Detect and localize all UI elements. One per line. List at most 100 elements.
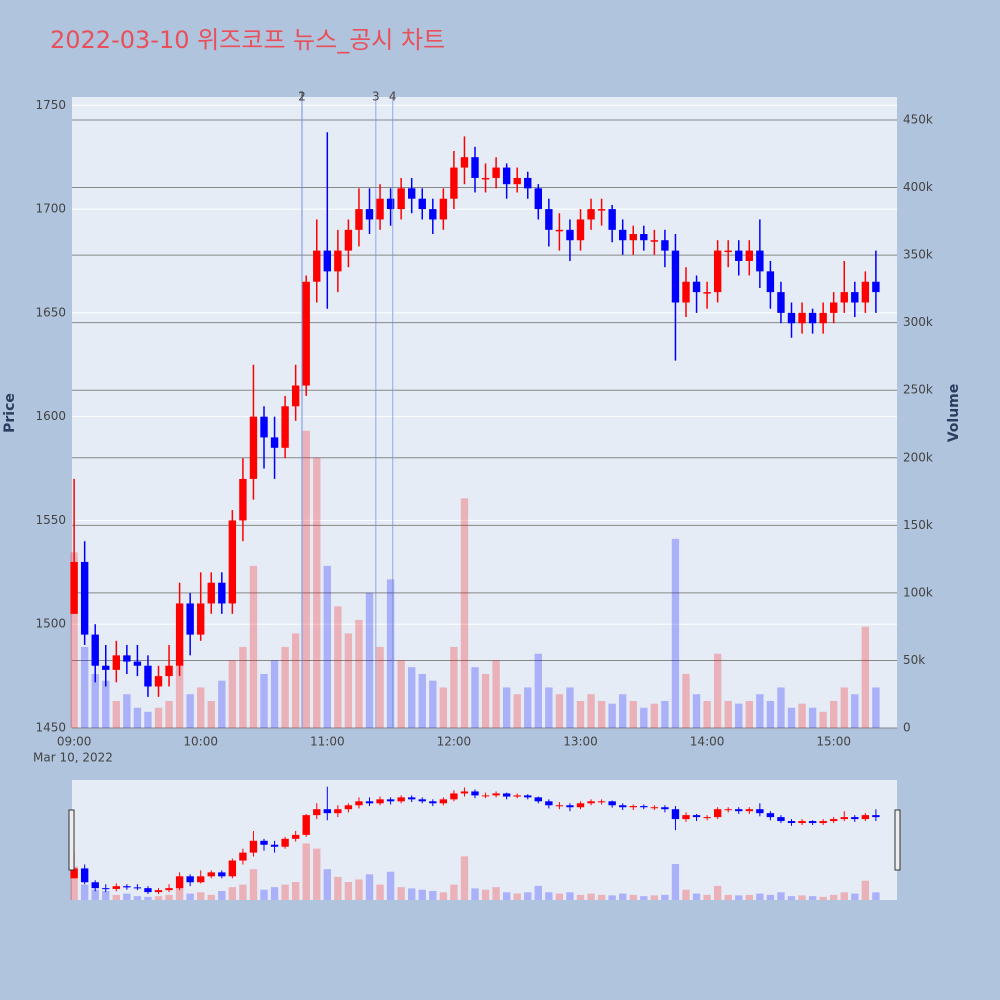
candle-body bbox=[777, 292, 785, 313]
candle-body bbox=[439, 198, 448, 220]
mini-candle-body bbox=[429, 801, 437, 804]
candle-body bbox=[376, 198, 384, 220]
volume-bar bbox=[808, 707, 817, 728]
volume-bar bbox=[692, 694, 701, 728]
volume-bar bbox=[207, 700, 215, 728]
mini-volume-bar bbox=[587, 893, 595, 900]
volume-bar bbox=[502, 687, 511, 728]
volume-bar bbox=[713, 653, 722, 728]
candle-body bbox=[355, 209, 363, 230]
mini-volume-bar bbox=[460, 856, 469, 900]
mini-volume-bar bbox=[355, 879, 363, 900]
volume-bar bbox=[144, 711, 152, 728]
candle-body bbox=[545, 209, 553, 230]
volume-bar bbox=[123, 694, 131, 728]
volume-bar bbox=[534, 653, 542, 728]
mini-candle-body bbox=[851, 817, 859, 820]
mini-volume-bar bbox=[260, 889, 268, 900]
range-handle-right[interactable] bbox=[894, 809, 901, 871]
volume-bar bbox=[745, 700, 753, 728]
y2-tick-label: 150k bbox=[903, 518, 933, 532]
mini-candle-body bbox=[165, 888, 173, 891]
y-tick-label: 1700 bbox=[35, 202, 66, 216]
candle-body bbox=[555, 229, 564, 232]
mini-candle-body bbox=[692, 815, 701, 818]
volume-bar bbox=[344, 633, 353, 728]
candle-body bbox=[365, 209, 374, 220]
candle-body bbox=[808, 312, 817, 324]
candle-body bbox=[671, 250, 680, 303]
mini-volume-bar bbox=[70, 866, 78, 900]
y2-tick-label: 100k bbox=[903, 585, 933, 599]
mini-volume-bar bbox=[682, 889, 690, 900]
volume-bar bbox=[481, 673, 490, 728]
candle-body bbox=[502, 167, 511, 185]
mini-volume-bar bbox=[133, 896, 142, 900]
mini-volume-bar bbox=[228, 887, 237, 900]
mini-candle-body bbox=[460, 791, 469, 794]
mini-volume-bar bbox=[344, 882, 353, 900]
candle-body bbox=[281, 406, 289, 448]
y2-tick-label: 50k bbox=[903, 653, 925, 667]
mini-candle-body bbox=[270, 844, 279, 847]
mini-volume-bar bbox=[239, 884, 247, 900]
mini-volume-bar bbox=[830, 894, 838, 900]
candle-body bbox=[840, 292, 848, 303]
volume-bar bbox=[576, 700, 585, 728]
mini-volume-bar bbox=[397, 887, 405, 900]
candle-body bbox=[534, 188, 542, 210]
volume-bar bbox=[154, 707, 163, 728]
candle-body bbox=[197, 603, 205, 635]
candle-body bbox=[619, 229, 627, 241]
mini-candle-body bbox=[123, 886, 131, 888]
candle-body bbox=[798, 312, 806, 324]
mini-candle-body bbox=[566, 805, 574, 808]
volume-bar bbox=[376, 646, 384, 728]
mini-candle-body bbox=[197, 876, 205, 883]
mini-candle-body bbox=[144, 888, 152, 893]
mini-candle-body bbox=[80, 868, 89, 883]
volume-bar bbox=[872, 687, 880, 728]
y2-tick-label: 250k bbox=[903, 383, 933, 397]
candle-body bbox=[228, 520, 237, 604]
candle-body bbox=[291, 385, 300, 407]
y2-tick-label: 0 bbox=[903, 721, 911, 735]
candle-body bbox=[450, 167, 458, 199]
volume-bar bbox=[471, 667, 479, 728]
mini-volume-bar bbox=[545, 892, 553, 900]
mini-candle-body bbox=[355, 801, 363, 806]
volume-bar bbox=[365, 592, 374, 728]
mini-volume-bar bbox=[439, 892, 448, 900]
mini-candle-body bbox=[830, 819, 838, 822]
mini-candle-body bbox=[861, 815, 870, 820]
candle-body bbox=[260, 416, 268, 438]
mini-candle-body bbox=[133, 887, 142, 889]
mini-candle-body bbox=[207, 872, 215, 877]
volume-bar bbox=[861, 626, 870, 728]
range-slider[interactable] bbox=[72, 780, 897, 900]
candle-body bbox=[313, 250, 321, 282]
volume-bar bbox=[619, 694, 627, 728]
candle-body bbox=[344, 229, 353, 251]
x-tick-label: 15:00 bbox=[816, 735, 851, 749]
mini-candle-body bbox=[555, 805, 564, 807]
volume-bar bbox=[355, 619, 363, 728]
candle-body bbox=[165, 665, 173, 677]
x-tick-label: 11:00 bbox=[310, 735, 345, 749]
mini-candle-body bbox=[386, 799, 395, 802]
mini-candle-body bbox=[724, 809, 732, 811]
y2-axis-title: Volume bbox=[946, 384, 962, 443]
mini-candle-body bbox=[745, 809, 753, 812]
mini-volume-bar bbox=[608, 895, 616, 900]
mini-volume-bar bbox=[365, 874, 374, 900]
candle-body bbox=[302, 281, 310, 386]
x-tick-label: 14:00 bbox=[690, 735, 725, 749]
range-handle-left[interactable] bbox=[68, 809, 75, 871]
mini-volume-bar bbox=[302, 843, 310, 900]
candle-body bbox=[650, 240, 659, 242]
volume-bar bbox=[798, 703, 806, 728]
candle-body bbox=[713, 250, 722, 293]
mini-volume-bar bbox=[724, 894, 732, 900]
mini-candle-body bbox=[524, 795, 532, 798]
mini-volume-bar bbox=[692, 893, 701, 900]
